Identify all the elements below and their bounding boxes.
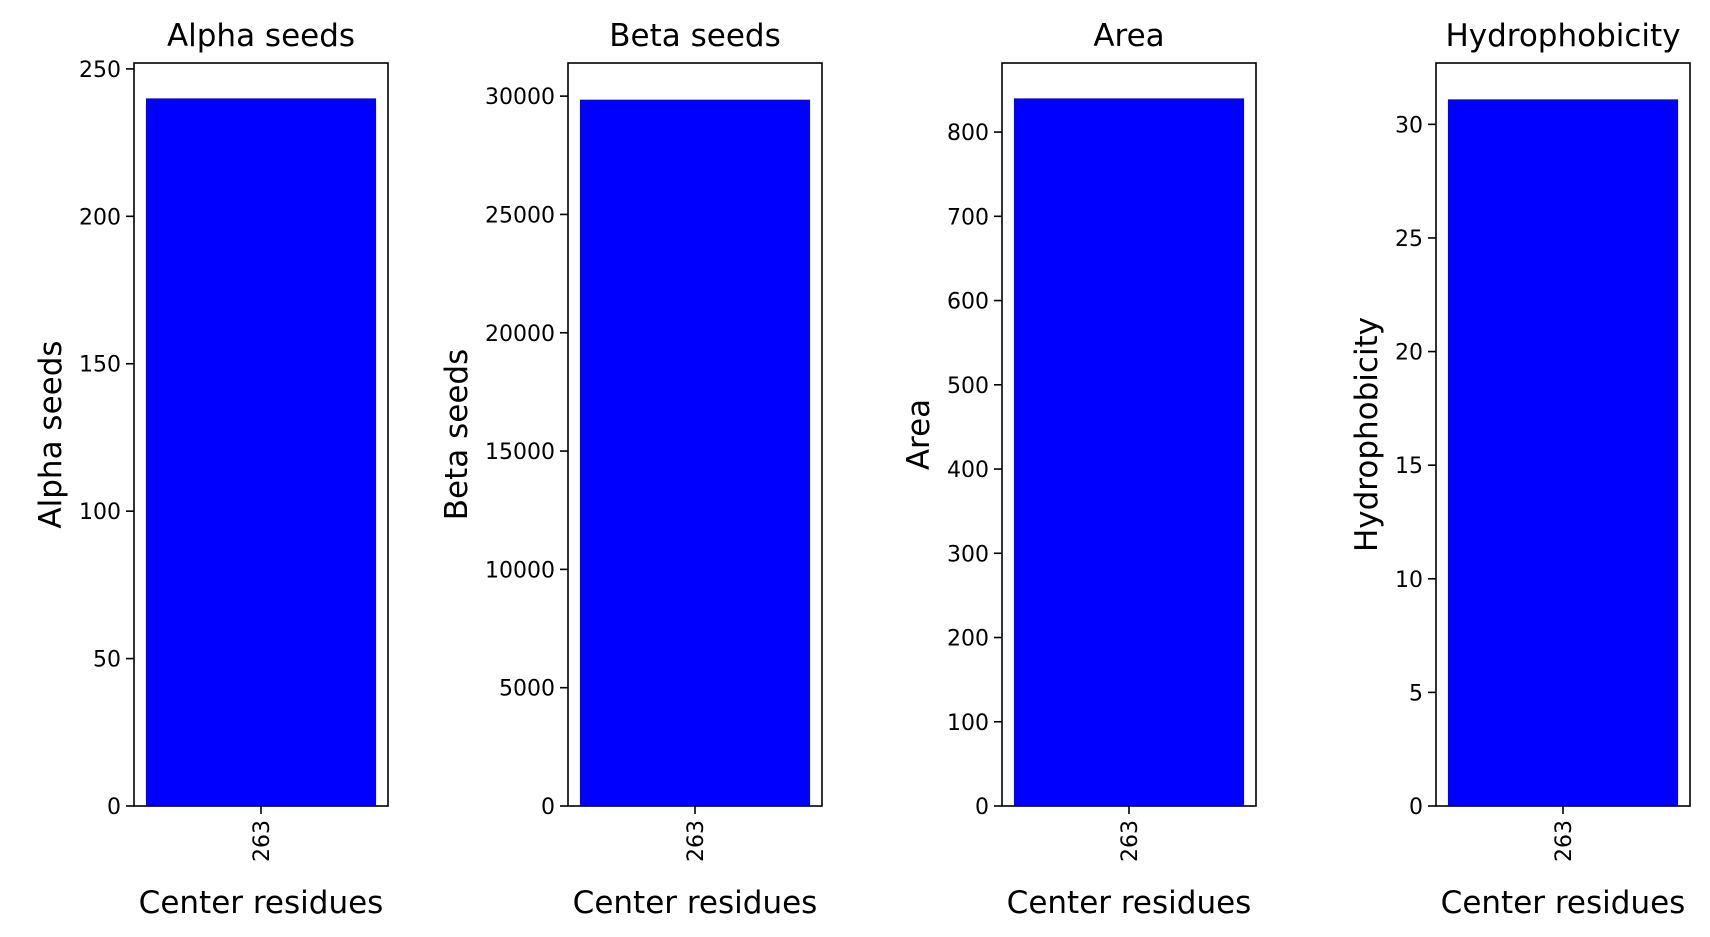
subplot-3: 0 100 200 300 400 500 600 700 800 263 Area Center r… — [901, 18, 1257, 921]
y-tick-label: 25000 — [485, 203, 555, 228]
y-axis-label: Alpha seeds — [33, 340, 69, 528]
y-axis-label: Area — [901, 399, 937, 470]
y-tick-label: 250 — [79, 58, 121, 83]
y-tick-label: 0 — [541, 795, 555, 820]
y-tick-label: 25 — [1395, 227, 1423, 252]
y-axis-label: Hydrophobicity — [1349, 317, 1385, 552]
subplot-2: 0 5000 10000 15000 20000 25000 30000 263 Beta se… — [439, 18, 823, 921]
y-tick-label: 5 — [1409, 681, 1423, 706]
y-tick-label: 150 — [79, 353, 121, 378]
x-axis-label: Center residues — [139, 885, 384, 921]
chart-title: Hydrophobicity — [1445, 18, 1680, 54]
bar — [1447, 99, 1679, 806]
y-tick-label: 300 — [947, 542, 989, 567]
y-tick-label: 200 — [947, 627, 989, 652]
bar — [1013, 98, 1245, 806]
y-tick-label: 700 — [947, 205, 989, 230]
x-tick-label: 263 — [1552, 820, 1577, 862]
chart-title: Alpha seeds — [167, 18, 355, 54]
chart-title: Beta seeds — [609, 18, 780, 54]
chart-title: Area — [1093, 18, 1164, 54]
y-tick-label: 200 — [79, 205, 121, 230]
x-tick-label: 263 — [250, 820, 275, 862]
y-tick-label: 20000 — [485, 322, 555, 347]
y-tick-label: 100 — [947, 711, 989, 736]
y-tick-label: 50 — [93, 648, 121, 673]
y-tick-label: 10 — [1395, 568, 1423, 593]
y-tick-label: 10000 — [485, 558, 555, 583]
x-axis-label: Center residues — [573, 885, 818, 921]
y-tick-label: 30 — [1395, 113, 1423, 138]
x-axis-label: Center residues — [1007, 885, 1252, 921]
y-tick-label: 0 — [1409, 795, 1423, 820]
y-tick-label: 400 — [947, 458, 989, 483]
y-tick-label: 600 — [947, 290, 989, 315]
y-tick-label: 15 — [1395, 454, 1423, 479]
y-tick-label: 100 — [79, 500, 121, 525]
x-tick-label: 263 — [684, 820, 709, 862]
x-tick-label: 263 — [1118, 820, 1143, 862]
y-axis-label: Beta seeds — [439, 349, 475, 520]
y-tick-label: 30000 — [485, 85, 555, 110]
y-tick-label: 0 — [975, 795, 989, 820]
subplot-1: 0 50 100 150 200 250 263 Alpha seeds Center resi… — [33, 18, 389, 921]
y-tick-label: 500 — [947, 374, 989, 399]
y-tick-label: 15000 — [485, 440, 555, 465]
x-axis-label: Center residues — [1441, 885, 1686, 921]
y-tick-label: 20 — [1395, 341, 1423, 366]
bar — [579, 99, 811, 806]
bar — [145, 98, 377, 806]
y-tick-label: 800 — [947, 121, 989, 146]
subplot-4: 0 5 10 15 20 25 30 263 Hydrophobicity Center resi… — [1349, 18, 1691, 921]
y-tick-label: 5000 — [499, 677, 555, 702]
y-tick-label: 0 — [107, 795, 121, 820]
